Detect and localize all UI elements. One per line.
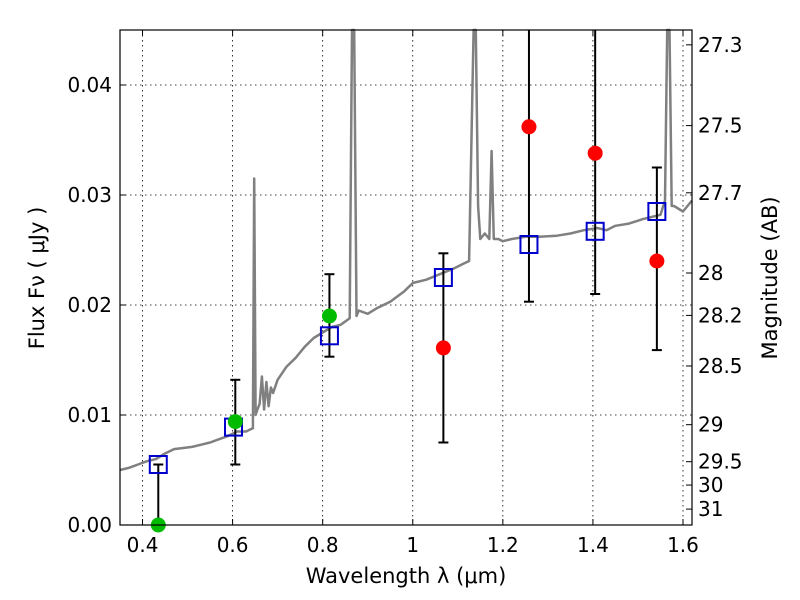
model-photometry-square [519, 235, 539, 254]
plot-area [119, 28, 693, 533]
grid [120, 30, 692, 526]
detection-point [321, 308, 337, 324]
magnitude-tick-label: 27.3 [698, 33, 743, 57]
y-tick-label: 0.01 [67, 403, 112, 427]
x-tick-label: 1 [406, 533, 419, 557]
magnitude-tick-label: 28 [698, 261, 723, 285]
x-tick-label: 0.6 [217, 533, 249, 557]
x-tick-label: 0.8 [307, 533, 339, 557]
magnitude-tick-label: 29.5 [698, 450, 743, 474]
model-photometry-square [319, 326, 339, 346]
magnitude-axis-label: Magnitude (AB) [758, 196, 782, 359]
y-tick-label: 0.04 [67, 73, 112, 97]
measurement-point [649, 253, 665, 269]
x-tick-label: 1.4 [577, 533, 609, 557]
model-photometry-square [647, 202, 667, 221]
y-axis-label: Flux Fν ( μJy ) [25, 207, 49, 350]
model-photometry-square [585, 221, 605, 241]
magnitude-tick-label: 28.2 [698, 303, 743, 327]
magnitude-tick-label: 29 [698, 413, 723, 437]
x-tick-label: 1.2 [487, 533, 519, 557]
detection-point [227, 414, 243, 430]
y-tick-label: 0.00 [67, 513, 112, 537]
magnitude-tick-label: 27.7 [698, 181, 743, 205]
magnitude-tick-label: 28.5 [698, 354, 743, 378]
x-axis-label: Wavelength λ (μm) [306, 564, 507, 588]
y-tick-label: 0.02 [67, 293, 112, 317]
measurement-point [521, 119, 537, 135]
magnitude-tick-label: 27.5 [698, 114, 743, 138]
model-photometry-square [148, 455, 168, 474]
plot-frame [119, 29, 693, 526]
y-tick-label: 0.03 [67, 183, 112, 207]
model-photometry-square [433, 268, 453, 287]
x-tick-label: 0.4 [127, 533, 159, 557]
model-spectrum-line [119, 28, 693, 472]
x-tick-label: 1.6 [667, 533, 699, 557]
measurement-point [435, 340, 451, 356]
magnitude-tick-label: 31 [698, 497, 723, 521]
magnitude-tick-label: 30 [698, 473, 723, 497]
axes: 0.4 0.6 0.8 1 1.2 1.4 1.6 0.00 0.01 0.02 0.03 0.04 2… [67, 30, 743, 557]
measurement-point [587, 145, 603, 161]
